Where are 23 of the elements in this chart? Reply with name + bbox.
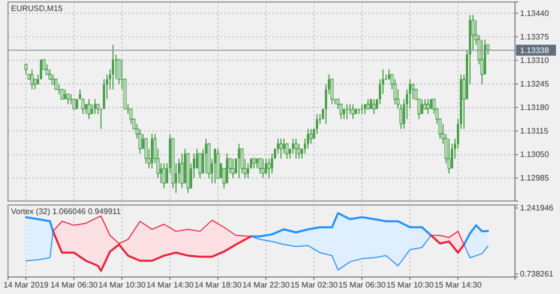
x-tick-label: 14 Mar 2019 <box>4 280 50 290</box>
y-tick-label: 1.13245 <box>520 79 550 88</box>
y-tick-label: 1.13375 <box>520 32 550 42</box>
y-tick-label: 1.13115 <box>520 126 549 136</box>
chart-title: EURUSD,M15 <box>11 4 64 13</box>
y-tick-label: 1.12985 <box>520 174 550 183</box>
y-tick-label: 1.13310 <box>520 56 550 65</box>
x-tick-label: 14 Mar 18:30 <box>194 280 242 290</box>
y-tick-label: 1.13440 <box>520 8 550 18</box>
y-tick-label: 0.738261 <box>520 270 554 279</box>
x-tick-label: 15 Mar 10:30 <box>386 280 434 290</box>
x-tick-label: 15 Mar 06:30 <box>338 280 386 290</box>
chart-title: Vortex (32) 1.066046 0.949911 <box>11 207 122 216</box>
x-tick-label: 14 Mar 14:30 <box>146 280 194 290</box>
x-tick-label: 14 Mar 22:30 <box>242 280 290 290</box>
y-tick-label: 1.13050 <box>520 150 550 160</box>
ref-line-label: 1.13338 <box>520 46 550 56</box>
x-tick-label: 15 Mar 02:30 <box>290 280 338 290</box>
x-tick-label: 14 Mar 06:30 <box>50 280 98 290</box>
x-tick-label: 14 Mar 10:30 <box>98 280 146 290</box>
y-tick-label: 1.241946 <box>520 204 554 213</box>
x-tick-label: 15 Mar 14:30 <box>434 280 482 290</box>
y-tick-label: 1.13180 <box>520 103 550 112</box>
